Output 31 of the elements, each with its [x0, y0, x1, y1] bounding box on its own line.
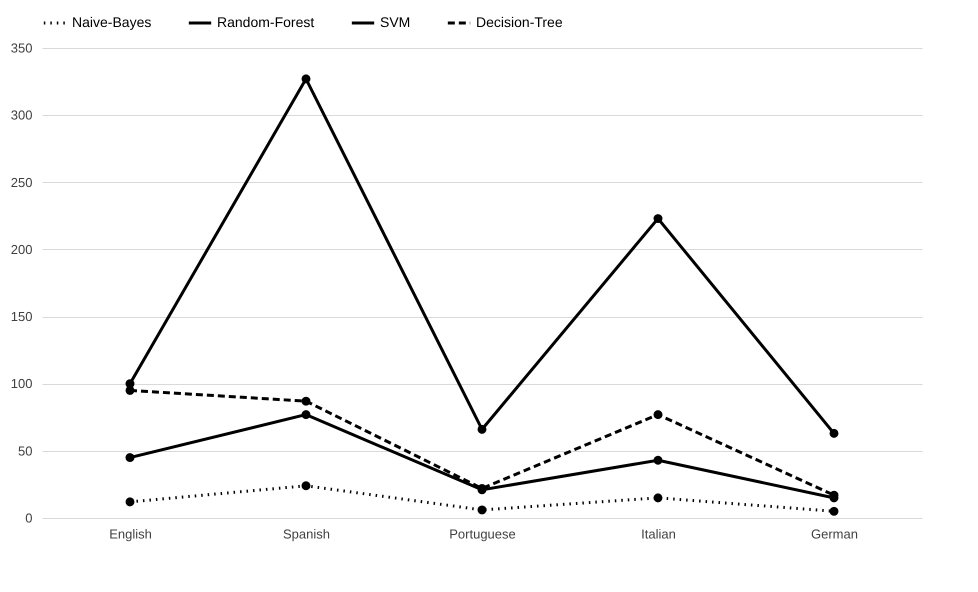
- point: [126, 497, 134, 506]
- y-tick-label: 0: [25, 510, 32, 526]
- point: [302, 410, 310, 420]
- point: [654, 493, 662, 502]
- y-tick-label: 250: [10, 174, 32, 190]
- y-tick-label: 350: [10, 40, 32, 56]
- y-tick-label: 300: [10, 108, 32, 123]
- point: [302, 74, 310, 84]
- y-tick-label: 200: [10, 242, 32, 257]
- point: [654, 410, 662, 420]
- point: [830, 428, 838, 438]
- point: [654, 456, 662, 465]
- x-tick-label: German: [811, 526, 858, 542]
- y-tick-label: 150: [10, 309, 32, 324]
- legend-label: Naive-Bayes: [72, 14, 152, 30]
- legend-label: SVM: [380, 14, 410, 30]
- legend-label: Random-Forest: [217, 14, 314, 30]
- x-tick-label: Portuguese: [449, 526, 516, 542]
- point: [654, 214, 662, 224]
- x-tick-label: Spanish: [283, 526, 330, 542]
- y-tick-label: 100: [10, 376, 32, 392]
- legend-label: Decision-Tree: [476, 14, 563, 30]
- point: [478, 424, 486, 434]
- x-tick-label: English: [109, 526, 152, 542]
- point: [302, 396, 310, 406]
- point: [830, 506, 838, 516]
- point: [478, 505, 486, 514]
- point: [126, 453, 134, 462]
- y-tick-label: 50: [18, 443, 32, 458]
- point: [302, 481, 310, 490]
- x-tick-label: Italian: [641, 526, 676, 542]
